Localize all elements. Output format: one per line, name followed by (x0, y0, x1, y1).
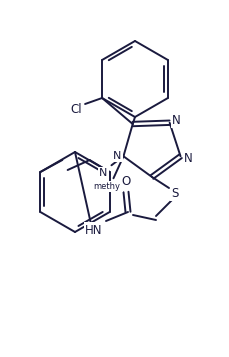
Text: methyl: methyl (93, 182, 122, 191)
Text: N: N (113, 151, 122, 161)
Text: HN: HN (85, 223, 103, 236)
Text: Cl: Cl (70, 102, 82, 116)
Text: N: N (99, 168, 108, 178)
Text: N: N (172, 114, 181, 127)
Text: O: O (121, 175, 131, 187)
Text: N: N (184, 152, 193, 165)
Text: S: S (171, 186, 179, 200)
